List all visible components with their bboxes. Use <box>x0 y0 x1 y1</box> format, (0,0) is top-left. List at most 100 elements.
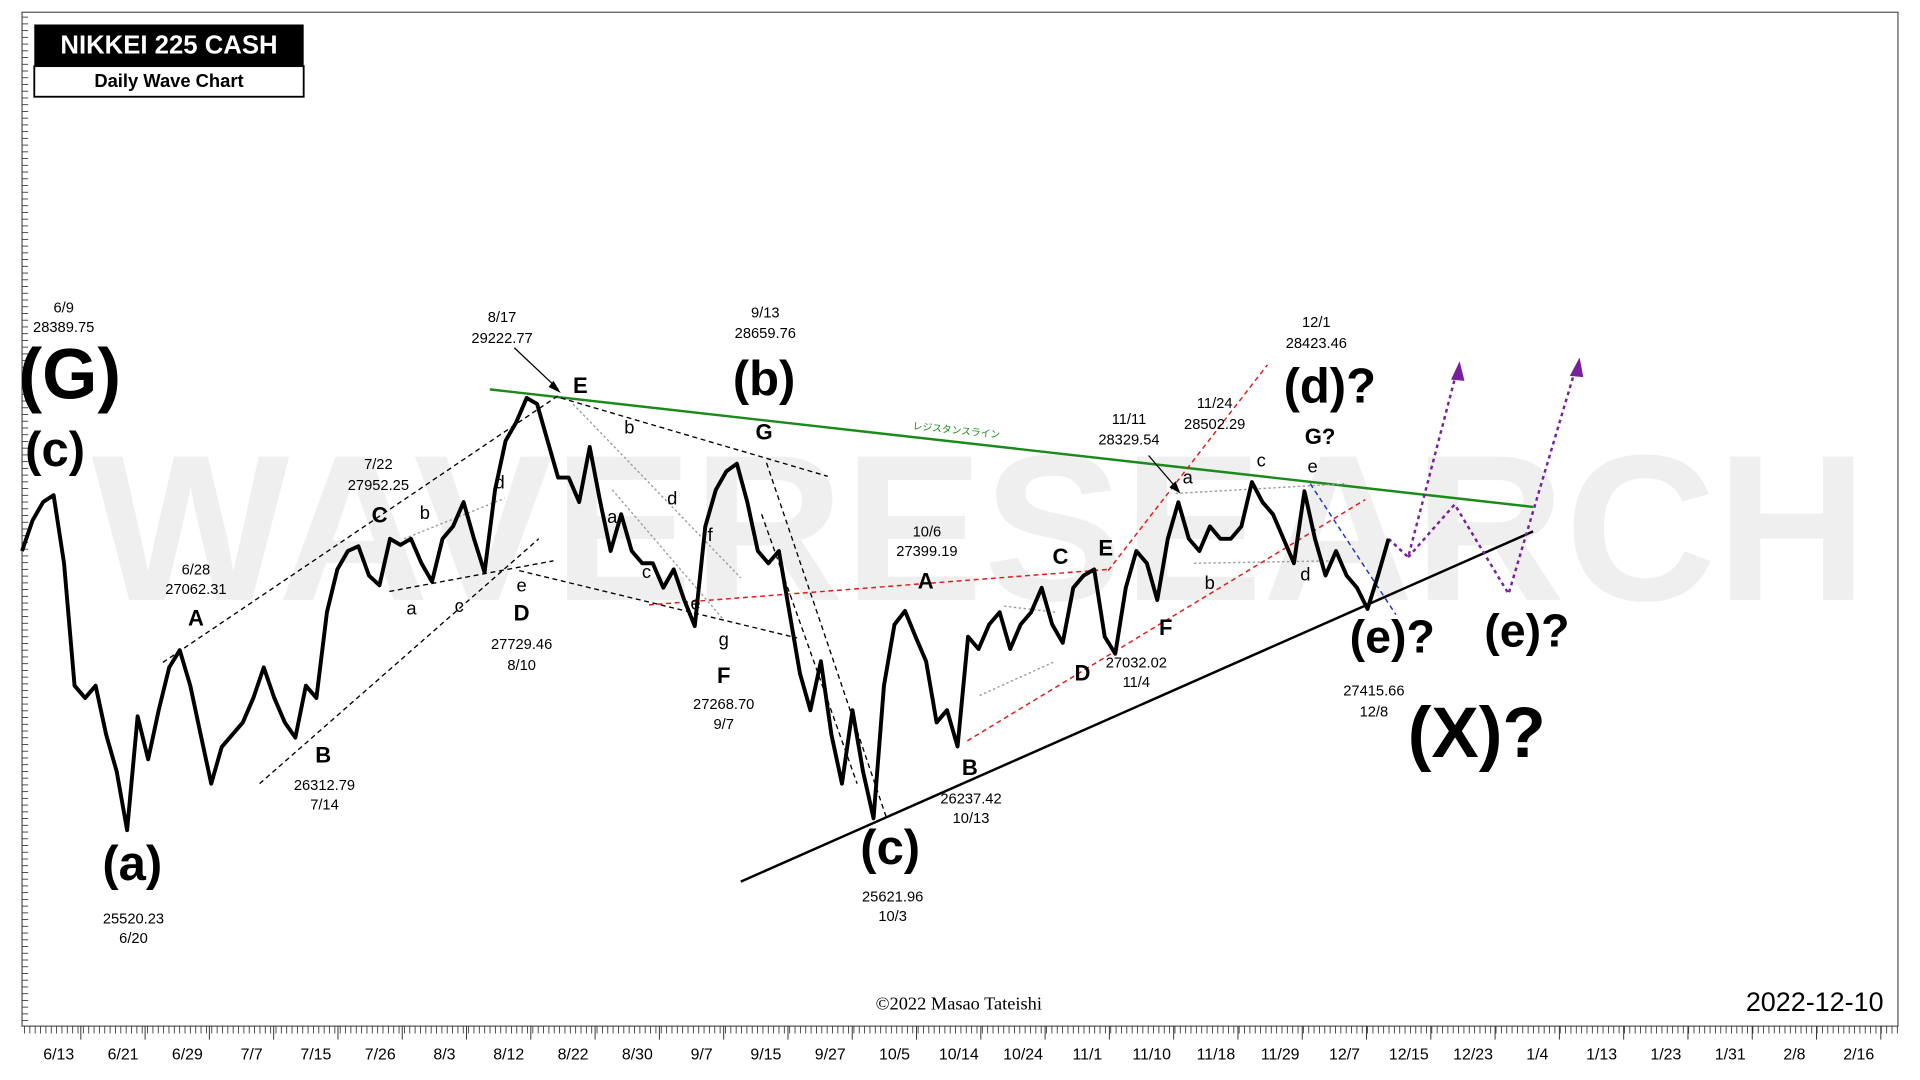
x-tick-label: 8/22 <box>558 1047 589 1064</box>
annotation: g <box>719 628 729 649</box>
annotation: 28659.76 <box>735 326 796 342</box>
x-tick-label: 12/7 <box>1329 1047 1360 1064</box>
annotation: E <box>573 373 588 398</box>
channel-line <box>1107 364 1268 572</box>
annotation: 27415.66 <box>1343 684 1404 700</box>
copyright: ©2022 Masao Tateishi <box>876 994 1042 1014</box>
blue-channel-line <box>1309 483 1397 616</box>
annotation: (a) <box>102 837 162 891</box>
annotation: a <box>607 506 618 527</box>
channel-line <box>1175 483 1347 495</box>
channel-line <box>403 497 505 540</box>
x-tick-label: 10/24 <box>1003 1047 1043 1064</box>
annotation: 28329.54 <box>1098 433 1159 449</box>
annotation: B <box>315 743 331 768</box>
annotation: A <box>188 605 204 630</box>
annotation: F <box>717 663 730 688</box>
annotation: e <box>690 593 700 614</box>
annotation: 6/9 <box>53 300 73 316</box>
arrowhead <box>1451 361 1465 381</box>
channel-line <box>1193 560 1335 564</box>
annotation: d <box>667 487 677 508</box>
annotation: f <box>708 524 714 545</box>
annotation: a <box>406 598 417 619</box>
annotation: c <box>642 561 651 582</box>
annotation: 27952.25 <box>348 478 409 494</box>
annotation: 6/20 <box>119 931 148 947</box>
arrowhead <box>1169 481 1181 494</box>
x-tick-label: 11/18 <box>1197 1047 1236 1064</box>
annotation: d <box>1300 563 1310 584</box>
pointer-arrow <box>513 347 559 390</box>
arrowhead <box>548 380 561 394</box>
watermark: WAVERESEARCH <box>92 413 1868 645</box>
annotation: (X)? <box>1408 694 1546 773</box>
x-tick-label: 9/15 <box>750 1047 781 1064</box>
x-tick-label: 1/4 <box>1526 1047 1548 1064</box>
trend-lines <box>162 347 1584 883</box>
annotation: a <box>1183 467 1194 488</box>
annotation: c <box>455 595 464 616</box>
x-tick-label: 10/14 <box>939 1047 979 1064</box>
chart-title: NIKKEI 225 CASH <box>60 31 277 59</box>
annotation: 9/13 <box>751 305 780 321</box>
annotation: 26237.42 <box>940 791 1001 807</box>
annotation: e <box>517 574 527 595</box>
chart-subtitle: Daily Wave Chart <box>94 70 243 91</box>
channel-line <box>1004 605 1056 613</box>
annotation: D <box>514 601 530 626</box>
x-tick-label: 2/16 <box>1843 1047 1874 1064</box>
channel-line <box>572 403 742 579</box>
x-tick-label: 11/29 <box>1261 1047 1300 1064</box>
annotation: D <box>1074 661 1090 686</box>
annotation: (e)? <box>1484 605 1569 657</box>
x-tick-label: 8/30 <box>622 1047 653 1064</box>
channel-line <box>519 569 798 639</box>
x-tick-label: 7/15 <box>300 1047 331 1064</box>
x-tick-label: 9/7 <box>691 1047 713 1064</box>
annotation: b <box>624 416 634 437</box>
annotation: 6/28 <box>182 562 211 578</box>
annotation: 10/3 <box>878 909 907 925</box>
annotation: (d)? <box>1284 359 1376 413</box>
channel-line <box>389 560 554 593</box>
annotation: 28502.29 <box>1184 417 1245 433</box>
annotation: 11/4 <box>1123 675 1151 691</box>
channel-line <box>979 660 1056 697</box>
annotation: (G) <box>19 335 122 414</box>
annotation: e <box>1308 456 1318 477</box>
plot-frame <box>21 11 1899 1027</box>
annotation: d <box>494 472 504 493</box>
annotation: E <box>1098 536 1113 561</box>
x-tick-label: 11/1 <box>1072 1047 1102 1064</box>
x-tick-label: 11/10 <box>1132 1047 1171 1064</box>
annotation: 28423.46 <box>1286 336 1347 352</box>
annotation: 7/14 <box>310 798 339 814</box>
annotation: (e)? <box>1350 611 1435 663</box>
annotation: G <box>756 419 773 444</box>
annotation: 27062.31 <box>165 582 226 598</box>
resistance-line <box>489 388 1534 509</box>
annotation: 27032.02 <box>1106 656 1167 672</box>
annotation: 27729.46 <box>491 637 552 653</box>
annotation: F <box>1159 615 1172 640</box>
arrowhead <box>1569 357 1584 378</box>
support-line <box>740 530 1534 883</box>
title-box <box>34 24 304 67</box>
x-tick-label: 6/21 <box>108 1047 139 1064</box>
x-tick-label: 1/31 <box>1715 1047 1746 1064</box>
subtitle-box <box>33 65 305 98</box>
annotation: (c) <box>860 821 920 875</box>
annotation: A <box>918 569 934 594</box>
annotation: 8/17 <box>488 310 517 326</box>
x-tick-label: 1/13 <box>1586 1047 1617 1064</box>
annotation: 25520.23 <box>103 911 164 927</box>
x-tick-label: 12/23 <box>1453 1047 1493 1064</box>
x-tick-label: 6/13 <box>43 1047 74 1064</box>
annotation: 10/13 <box>953 811 990 827</box>
annotation: c <box>1257 449 1266 470</box>
annotation: (c) <box>25 423 85 477</box>
channel-line <box>560 397 828 477</box>
